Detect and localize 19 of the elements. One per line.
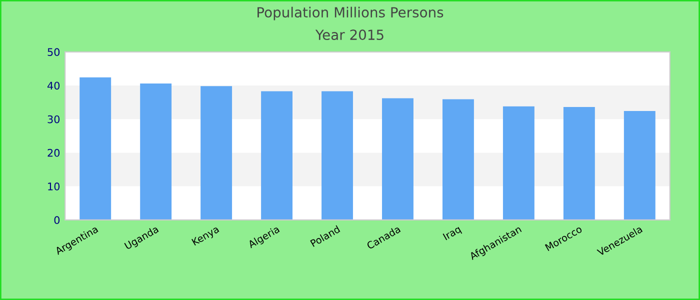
y-tick-label: 10 xyxy=(48,182,60,190)
y-tick-label: 20 xyxy=(48,148,60,157)
y-tick-label: 40 xyxy=(47,82,60,90)
chart-title: Population Millions Persons xyxy=(258,6,444,20)
bar xyxy=(140,83,172,220)
bar xyxy=(382,98,414,220)
chart-subtitle: Year 2015 xyxy=(315,30,384,40)
y-tick-label: 30 xyxy=(48,115,60,124)
x-tick-label: Iraq xyxy=(442,225,462,242)
y-tick-label: 50 xyxy=(48,48,60,56)
bar xyxy=(261,91,293,220)
bar xyxy=(502,106,534,220)
bar xyxy=(200,86,232,220)
bar xyxy=(563,107,595,220)
bar xyxy=(80,77,112,220)
y-tick-label: 0 xyxy=(54,216,60,224)
bar xyxy=(442,99,474,220)
bar xyxy=(624,111,656,220)
bar xyxy=(322,91,353,220)
